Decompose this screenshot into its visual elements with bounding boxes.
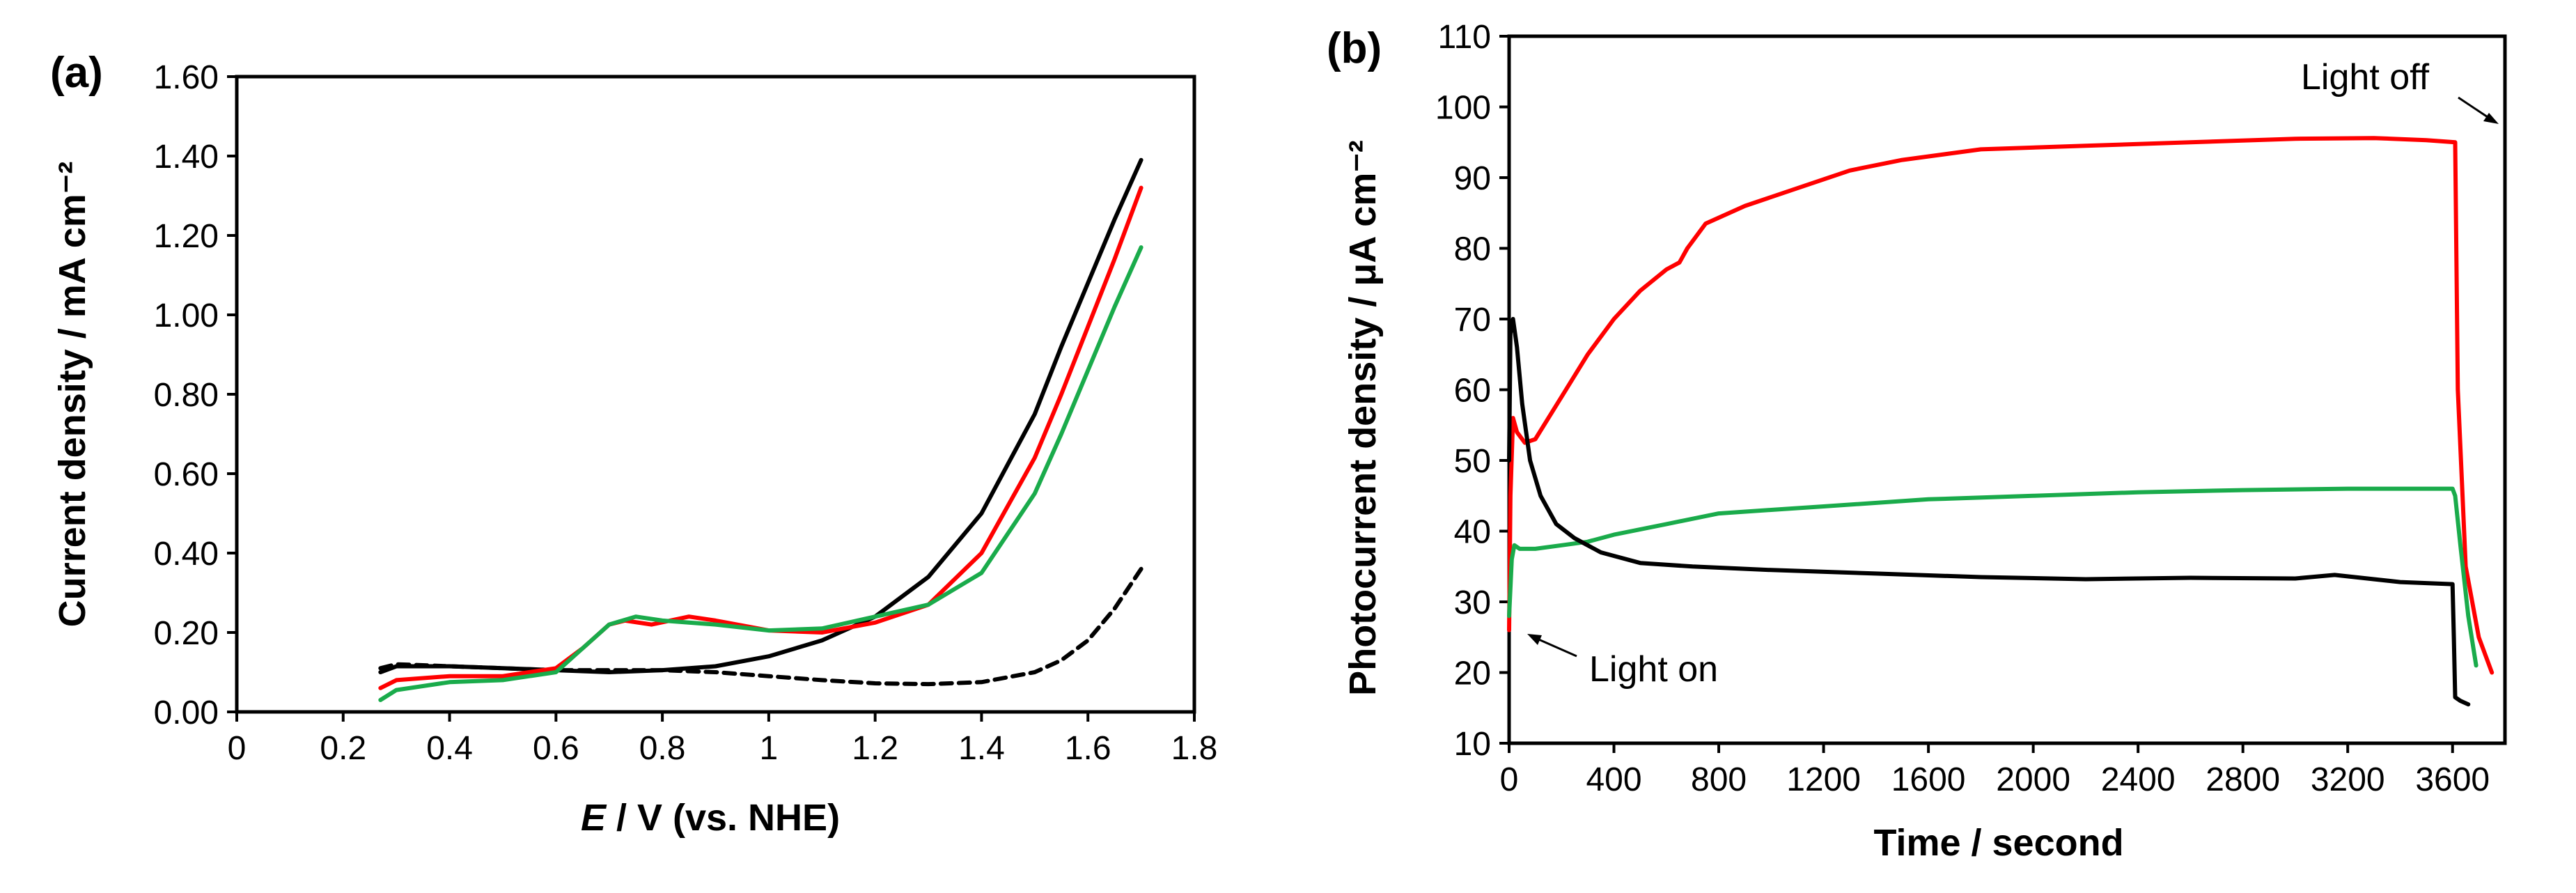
panel-0-y-tick-label: 1.00 xyxy=(154,297,219,334)
panel-1-y-tick-label: 40 xyxy=(1454,514,1491,551)
panel-1-y-tick-label: 30 xyxy=(1454,584,1491,621)
light-off-arrow-line xyxy=(2458,96,2492,121)
panel-1-y-tick-label: 70 xyxy=(1454,302,1491,339)
panel-1-series-green xyxy=(1507,486,2479,668)
panel-1-x-tick-label: 2800 xyxy=(2206,761,2280,798)
panel-a-label: (a) xyxy=(50,49,103,97)
panel-1-y-tick-label: 80 xyxy=(1454,231,1491,268)
panel-a-plot-frame xyxy=(235,75,1196,714)
panel-0-x-tick-label: 0.8 xyxy=(639,730,686,767)
panel-0-series-black xyxy=(378,157,1143,674)
panel-1-x-tick-label: 400 xyxy=(1586,761,1641,798)
panel-0-x-tick-label: 1.8 xyxy=(1171,730,1218,767)
panel-0-series-green xyxy=(378,245,1143,702)
panel-0-y-tick-label: 1.60 xyxy=(154,59,219,96)
panel-0-y-tick-label: 0.60 xyxy=(154,456,219,493)
panel-0-y-tick-label: 0.00 xyxy=(154,694,219,731)
panel-1-y-tick-label: 100 xyxy=(1435,90,1491,127)
panel-0-series-dark-dashed xyxy=(378,566,1143,687)
panel-0-x-tick-label: 0.2 xyxy=(320,730,366,767)
panel-1-x-tick-label: 3600 xyxy=(2415,761,2490,798)
light-off-arrowhead xyxy=(2483,113,2499,124)
panel-0-x-tick-label: 0.6 xyxy=(533,730,579,767)
panel-0-x-tick-label: 1.4 xyxy=(958,730,1005,767)
light-off-annotation: Light off xyxy=(2301,57,2430,98)
panel-0-series-red xyxy=(378,185,1143,690)
panel-0-y-tick-label: 1.40 xyxy=(154,139,219,176)
panel-a-x-axis-label-italic: E xyxy=(581,797,607,839)
panel-1-y-tick-label: 60 xyxy=(1454,373,1491,410)
panel-b-plot-frame xyxy=(1507,34,2507,745)
panel-0-x-tick-label: 0.4 xyxy=(426,730,473,767)
panel-0-y-tick-label: 0.40 xyxy=(154,536,219,573)
panel-a-chart: (a) 0 0.2 0.4 0.6 0.8 1 1.2 1.4 1.6 1.8 0.00 0.20 0.… xyxy=(50,49,1217,839)
panel-b-x-axis-label: Time / second xyxy=(1873,822,2123,864)
panel-0-y-tick-label: 1.20 xyxy=(154,218,219,255)
panel-1-x-tick-label: 2000 xyxy=(1996,761,2070,798)
panel-1-y-tick-label: 90 xyxy=(1454,160,1491,197)
panel-b-y-axis-label: Photocurrent density / μA cm⁻² xyxy=(1342,140,1384,696)
panel-1-series-black xyxy=(1507,317,2471,707)
panel-0-x-tick-label: 0 xyxy=(228,730,247,767)
panel-0-y-tick-label: 0.80 xyxy=(154,377,219,414)
panel-1-y-tick-label: 10 xyxy=(1454,726,1491,763)
panel-1-x-tick-label: 0 xyxy=(1500,761,1519,798)
panel-1-y-tick-label: 50 xyxy=(1454,443,1491,480)
panel-1-x-tick-label: 800 xyxy=(1691,761,1747,798)
panel-a-x-axis-label: E / V (vs. NHE) xyxy=(581,797,840,839)
panel-0-x-tick-label: 1 xyxy=(760,730,779,767)
panel-1-series-red xyxy=(1507,136,2495,675)
panel-1-x-tick-label: 3200 xyxy=(2311,761,2385,798)
panel-1-y-tick-label: 20 xyxy=(1454,655,1491,692)
light-on-arrowhead xyxy=(1527,634,1542,645)
panel-1-x-tick-label: 1600 xyxy=(1891,761,1966,798)
panel-0-x-tick-label: 1.2 xyxy=(852,730,898,767)
light-on-annotation: Light on xyxy=(1589,649,1718,690)
panel-0-y-tick-label: 0.20 xyxy=(154,615,219,652)
panel-b-chart: (b) 0 400 800 1200 1600 2000 2400 2800 3200 3600 1… xyxy=(1327,19,2507,864)
panel-1-y-tick-label: 110 xyxy=(1437,19,1491,56)
panel-a-y-axis-label: Current density / mA cm⁻² xyxy=(52,162,93,628)
panel-0-x-tick-label: 1.6 xyxy=(1065,730,1111,767)
light-on-arrow-line xyxy=(1535,637,1577,658)
panel-b-label: (b) xyxy=(1327,24,1382,72)
panel-a-x-axis-label-rest: / V (vs. NHE) xyxy=(606,797,840,839)
panel-1-x-tick-label: 2400 xyxy=(2101,761,2176,798)
panel-1-x-tick-label: 1200 xyxy=(1786,761,1861,798)
